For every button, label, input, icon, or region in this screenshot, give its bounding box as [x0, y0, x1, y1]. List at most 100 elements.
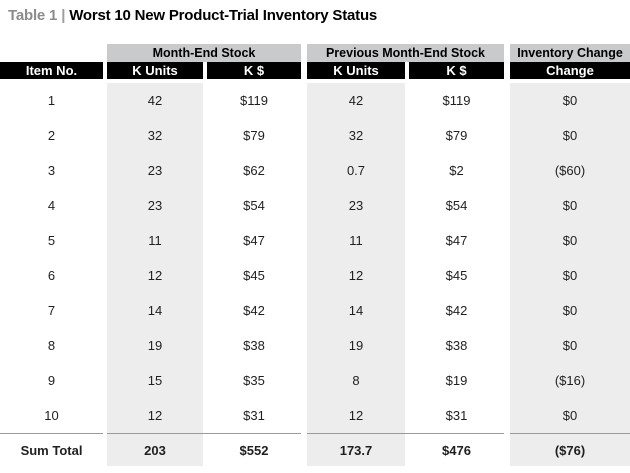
prev-kdollars-cell: $42 — [445, 303, 468, 318]
item-no-cell: 9 — [47, 373, 56, 388]
prev-kunits-cell: 0.7 — [307, 153, 405, 188]
column-gap — [504, 398, 510, 433]
column-gap — [203, 118, 207, 153]
table-row: 7 14 $42 14 $42 $0 — [0, 293, 630, 328]
column-gap — [103, 118, 107, 153]
month-end-kunits-cell: 19 — [107, 328, 203, 363]
column-gap — [405, 433, 409, 466]
group-header-inventory-change: Inventory Change — [510, 44, 630, 62]
column-gap — [301, 258, 307, 293]
column-gap — [405, 223, 409, 258]
table-row: 5 11 $47 11 $47 $0 — [0, 223, 630, 258]
item-no-cell: 4 — [47, 198, 56, 213]
inventory-change-cell: $0 — [510, 223, 630, 258]
prev-kunits-cell: 32 — [307, 118, 405, 153]
inventory-change-cell: $0 — [510, 398, 630, 433]
prev-kunits-cell: 12 — [307, 258, 405, 293]
table-row: 10 12 $31 12 $31 $0 — [0, 398, 630, 433]
column-gap — [103, 223, 107, 258]
prev-kdollars-cell: $476 — [409, 433, 504, 466]
column-gap — [203, 83, 207, 118]
column-gap — [504, 188, 510, 223]
prev-kdollars-cell: $119 — [442, 93, 471, 108]
inventory-table: Month-End Stock Previous Month-End Stock… — [0, 44, 630, 466]
month-end-kdollars-cell: $35 — [243, 373, 265, 388]
item-no-cell: 7 — [47, 303, 56, 318]
prev-kunits-cell: 42 — [307, 83, 405, 118]
month-end-kunits-cell: 23 — [107, 153, 203, 188]
month-end-kunits-cell: 14 — [107, 293, 203, 328]
prev-kunits-cell: 11 — [307, 223, 405, 258]
month-end-kunits-cell: 12 — [107, 398, 203, 433]
column-gap — [504, 363, 510, 398]
column-gap — [203, 258, 207, 293]
column-gap — [103, 328, 107, 363]
table-row: 6 12 $45 12 $45 $0 — [0, 258, 630, 293]
column-header-month-end-kunits: K Units — [107, 62, 203, 79]
inventory-change-cell: $0 — [510, 328, 630, 363]
column-gap — [203, 363, 207, 398]
month-end-kdollars-cell: $42 — [243, 303, 265, 318]
table-row: 3 23 $62 0.7 $2 ($60) — [0, 153, 630, 188]
column-gap — [405, 188, 409, 223]
inventory-change-cell: $0 — [510, 258, 630, 293]
prev-kdollars-cell: $47 — [445, 233, 468, 248]
month-end-kunits-cell: 23 — [107, 188, 203, 223]
column-gap — [405, 398, 409, 433]
column-gap — [504, 223, 510, 258]
table-row: 1 42 $119 42 $119 $0 — [0, 83, 630, 118]
month-end-kdollars-cell: $54 — [243, 198, 265, 213]
column-gap — [504, 83, 510, 118]
column-gap — [504, 62, 510, 79]
month-end-kdollars-cell: $62 — [243, 163, 265, 178]
column-gap — [301, 363, 307, 398]
table-row: 2 32 $79 32 $79 $0 — [0, 118, 630, 153]
column-gap — [103, 83, 107, 118]
column-header-month-end-kdollars: K $ — [207, 62, 301, 79]
month-end-kdollars-cell: $552 — [207, 433, 301, 466]
month-end-kunits-cell: 203 — [107, 433, 203, 466]
column-gap — [301, 62, 307, 79]
table-row: 9 15 $35 8 $19 ($16) — [0, 363, 630, 398]
column-gap — [301, 118, 307, 153]
column-gap — [301, 223, 307, 258]
column-header-prev-kdollars: K $ — [409, 62, 504, 79]
title-separator: | — [61, 7, 66, 24]
title-heading: Worst 10 New Product-Trial Inventory Sta… — [69, 7, 378, 24]
inventory-change-cell: ($16) — [510, 363, 630, 398]
inventory-change-cell: $0 — [510, 293, 630, 328]
column-gap — [301, 44, 307, 62]
month-end-kunits-cell: 32 — [107, 118, 203, 153]
column-header-change: Change — [510, 62, 630, 79]
column-header-row: Item No. K Units K $ K Units K $ Change — [0, 62, 630, 79]
column-gap — [405, 258, 409, 293]
column-gap — [504, 118, 510, 153]
column-gap — [103, 62, 107, 79]
group-header-row: Month-End Stock Previous Month-End Stock… — [0, 44, 630, 62]
inventory-change-cell: $0 — [510, 188, 630, 223]
column-gap — [301, 328, 307, 363]
inventory-change-cell: $0 — [510, 118, 630, 153]
group-header-month-end-stock: Month-End Stock — [107, 44, 301, 62]
month-end-kunits-cell: 12 — [107, 258, 203, 293]
column-gap — [301, 188, 307, 223]
month-end-kunits-cell: 15 — [107, 363, 203, 398]
table-row: 4 23 $54 23 $54 $0 — [0, 188, 630, 223]
prev-kdollars-cell: $2 — [449, 163, 464, 178]
column-gap — [504, 433, 510, 466]
column-gap — [301, 83, 307, 118]
prev-kunits-cell: 19 — [307, 328, 405, 363]
column-gap — [203, 293, 207, 328]
column-gap — [405, 83, 409, 118]
column-gap — [301, 398, 307, 433]
column-gap — [103, 188, 107, 223]
column-gap — [301, 433, 307, 466]
month-end-kunits-cell: 11 — [107, 223, 203, 258]
group-header-previous-month-end-stock: Previous Month-End Stock — [307, 44, 504, 62]
month-end-kdollars-cell: $38 — [243, 338, 265, 353]
column-gap — [203, 188, 207, 223]
column-gap — [103, 293, 107, 328]
prev-kdollars-cell: $54 — [445, 198, 468, 213]
month-end-kunits-cell: 42 — [107, 83, 203, 118]
prev-kdollars-cell: $79 — [445, 128, 468, 143]
